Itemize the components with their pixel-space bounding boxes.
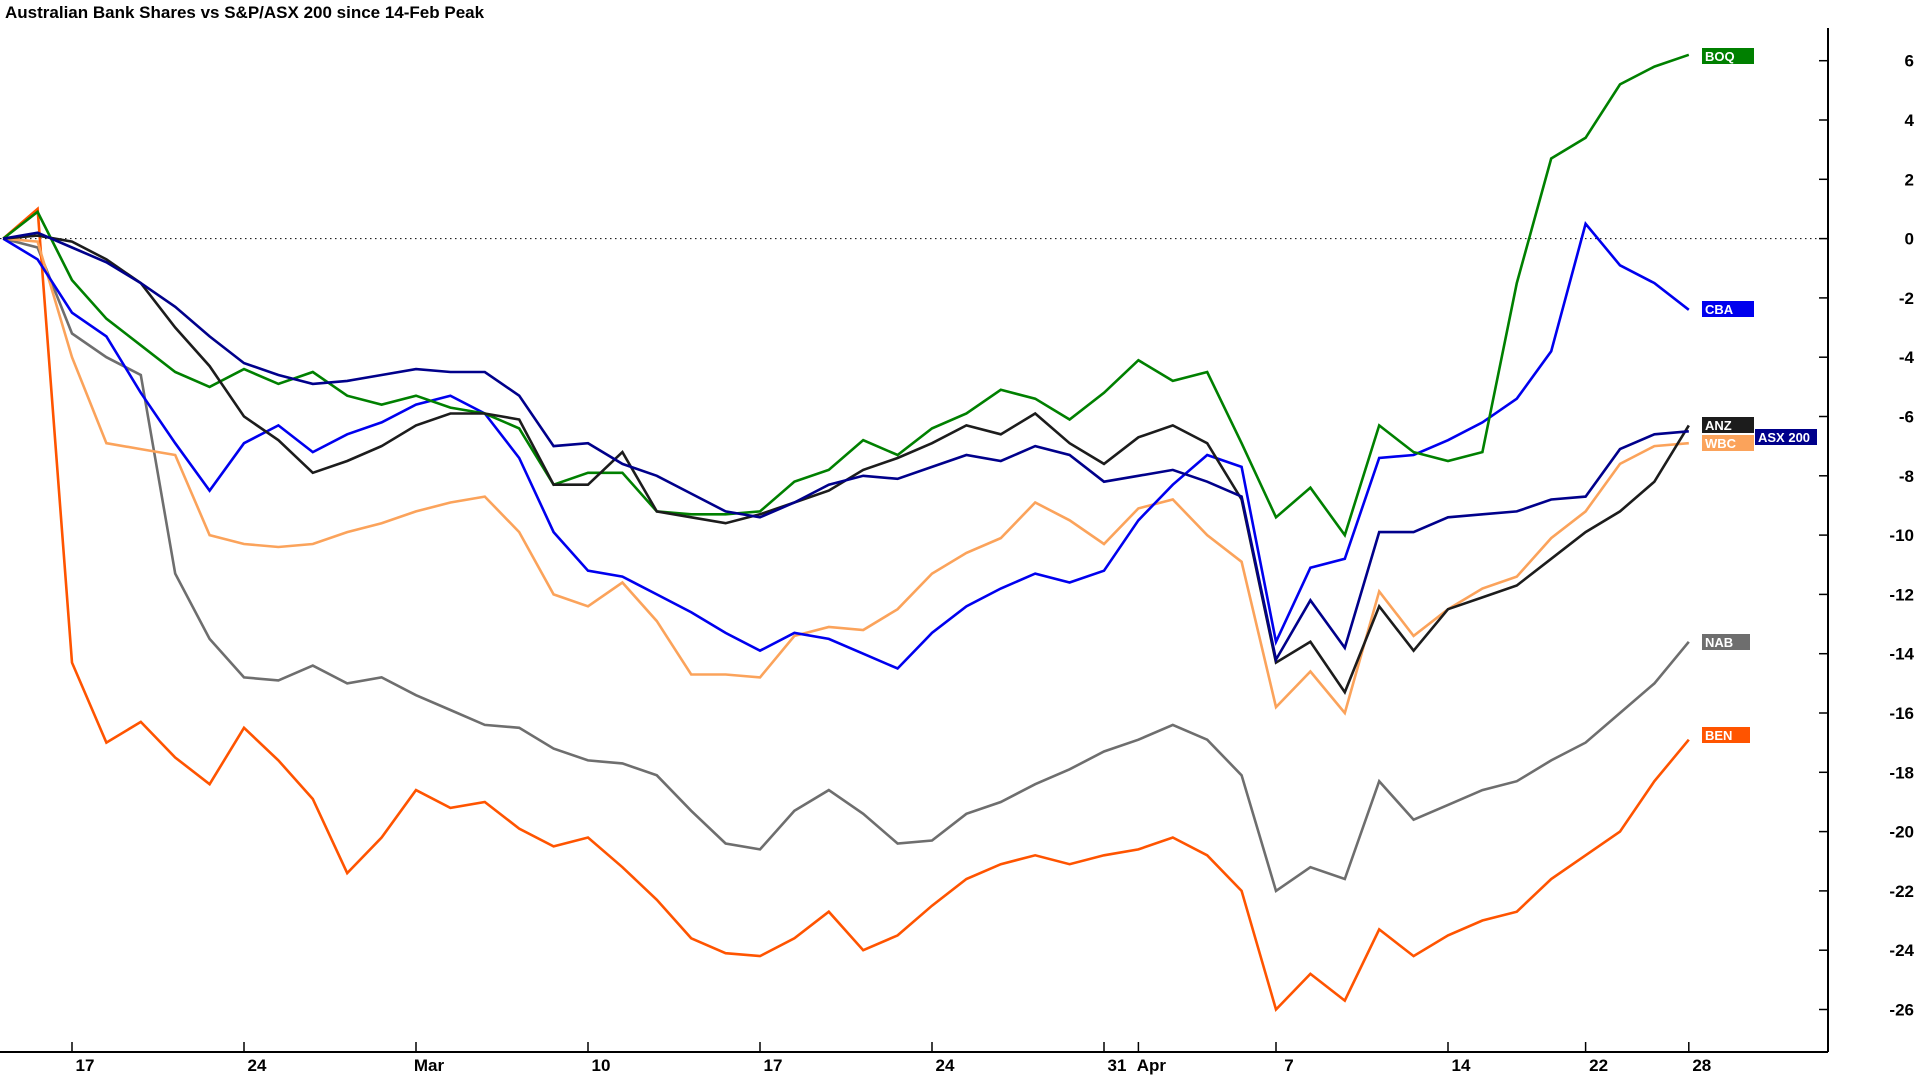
chart-title: Australian Bank Shares vs S&P/ASX 200 si… bbox=[5, 3, 485, 22]
series-label-text-ben: BEN bbox=[1705, 728, 1732, 743]
series-label-box-boq bbox=[1702, 48, 1754, 64]
y-tick-label-6: 6 bbox=[1905, 52, 1914, 71]
series-line-anz bbox=[3, 234, 1690, 695]
series-label-text-cba: CBA bbox=[1705, 302, 1734, 317]
y-tick-label--4: -4 bbox=[1899, 348, 1915, 367]
x-tick-label-17: 17 bbox=[764, 1056, 783, 1075]
y-tick-label-0: 0 bbox=[1905, 230, 1914, 249]
series-label-box-ben bbox=[1702, 727, 1750, 743]
series-line-nab bbox=[2, 237, 1690, 893]
series-label-text-wbc: WBC bbox=[1705, 436, 1737, 451]
x-tick-label-7: 7 bbox=[1284, 1056, 1293, 1075]
y-tick-label-4: 4 bbox=[1905, 111, 1915, 130]
y-tick-label--2: -2 bbox=[1899, 289, 1914, 308]
x-tick-label-28: 28 bbox=[1692, 1056, 1711, 1075]
y-tick-label--24: -24 bbox=[1889, 941, 1914, 960]
x-tick-label-14: 14 bbox=[1452, 1056, 1471, 1075]
y-tick-label--12: -12 bbox=[1889, 585, 1914, 604]
x-tick-label-24: 24 bbox=[248, 1056, 267, 1075]
y-tick-label-2: 2 bbox=[1905, 170, 1914, 189]
x-tick-label-24: 24 bbox=[936, 1056, 955, 1075]
series-line-wbc bbox=[3, 237, 1689, 716]
x-tick-label-Mar: Mar bbox=[414, 1056, 445, 1075]
series-label-box-cba bbox=[1702, 301, 1754, 317]
series-label-box-nab bbox=[1702, 634, 1750, 650]
y-tick-label--22: -22 bbox=[1889, 882, 1914, 901]
x-tick-label-17: 17 bbox=[76, 1056, 95, 1075]
series-line-ben bbox=[2, 206, 1690, 1013]
series-label-box-wbc bbox=[1702, 435, 1754, 451]
y-tick-label--14: -14 bbox=[1889, 645, 1914, 664]
y-tick-label--20: -20 bbox=[1889, 823, 1914, 842]
x-tick-label-22: 22 bbox=[1589, 1056, 1608, 1075]
x-tick-label-31: 31 bbox=[1108, 1056, 1127, 1075]
y-tick-label--10: -10 bbox=[1889, 526, 1914, 545]
y-tick-label--16: -16 bbox=[1889, 704, 1914, 723]
y-tick-label--6: -6 bbox=[1899, 408, 1914, 427]
series-line-cba bbox=[2, 221, 1690, 671]
series-label-text-asx-200: ASX 200 bbox=[1758, 430, 1810, 445]
series-line-boq bbox=[2, 53, 1690, 538]
y-tick-label--8: -8 bbox=[1899, 467, 1914, 486]
series-label-box-asx-200 bbox=[1755, 429, 1817, 445]
y-tick-label--18: -18 bbox=[1889, 763, 1914, 782]
x-tick-label-10: 10 bbox=[592, 1056, 611, 1075]
series-label-text-boq: BOQ bbox=[1705, 49, 1735, 64]
series-label-text-nab: NAB bbox=[1705, 635, 1733, 650]
series-label-box-anz bbox=[1702, 417, 1754, 433]
y-tick-label--26: -26 bbox=[1889, 1001, 1914, 1020]
series-label-text-anz: ANZ bbox=[1705, 418, 1732, 433]
x-tick-label-Apr: Apr bbox=[1137, 1056, 1167, 1075]
series-line-asx-200 bbox=[2, 231, 1689, 664]
